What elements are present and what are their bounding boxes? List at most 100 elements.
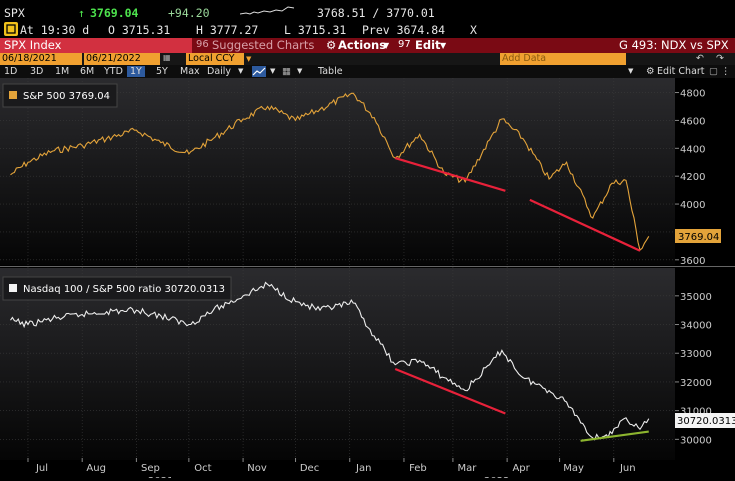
x-tick-label: Nov [247, 463, 267, 474]
date-bar: 06/18/2021 06/21/2022 ▦ Local CCY ▼ Add … [0, 53, 735, 65]
spx-legend-box [2, 83, 118, 108]
y-tick-label: 4000 [680, 200, 705, 211]
x-tick-label: Aug [86, 463, 106, 474]
red-trendline[interactable] [394, 157, 506, 192]
y-axis-bg [675, 78, 735, 478]
y-tick-label: 3600 [680, 256, 705, 267]
x-tick-label: Oct [194, 463, 211, 474]
y-tick-label: 4800 [680, 89, 705, 100]
red-trendline[interactable] [394, 368, 506, 415]
pin-icon[interactable] [4, 22, 18, 36]
ratio-last-label: 30720.0313 [677, 416, 735, 427]
prev-close: Prev 3674.84 [362, 23, 446, 37]
period-1d[interactable]: 1D [4, 66, 18, 77]
x-tick-label: Jan [355, 463, 371, 474]
end-date-input[interactable]: 06/21/2022 [84, 53, 160, 65]
chevron-down-icon: ▼ [383, 41, 390, 50]
chevron-down-icon: ▼ [628, 67, 634, 75]
x-tick-label: May [563, 463, 584, 474]
spx-last-label: 3769.04 [678, 232, 719, 243]
low-price: L 3715.31 [284, 23, 347, 37]
actions-menu[interactable]: Actions [338, 38, 387, 52]
y-tick-label: 35000 [680, 292, 712, 303]
green-trendline[interactable] [580, 430, 649, 442]
up-arrow-icon: ↑ [78, 6, 85, 20]
period-ytd[interactable]: YTD [104, 66, 123, 77]
title-bar: SPX Index 96 Suggested Charts ⚙ Actions … [0, 38, 735, 53]
gear-icon: ⚙ [326, 38, 337, 52]
quote-status: At 19:30 d [20, 23, 90, 37]
start-date-input[interactable]: 06/18/2021 [0, 53, 82, 65]
bid-ask: 3768.51 / 3770.01 [317, 6, 435, 20]
quote-details: At 19:30 d O 3715.31 H 3777.27 L 3715.31… [0, 22, 735, 38]
chevron-down-icon: ▼ [246, 55, 252, 63]
period-max[interactable]: Max [180, 66, 200, 77]
edit-menu[interactable]: Edit [415, 38, 441, 52]
ratio-legend-box [2, 276, 232, 301]
chart-name: G 493: NDX vs SPX [619, 38, 729, 52]
y-tick-label: 34000 [680, 321, 712, 332]
x-tick-label: Jun [619, 463, 636, 474]
x-tick-label: Mar [457, 463, 477, 474]
suggested-num: 96 [196, 39, 209, 50]
x-tick-label: Jul [35, 463, 48, 474]
y-tick-label: 4600 [680, 116, 705, 127]
chevron-down-icon: ▼ [270, 67, 276, 75]
close-button[interactable]: X [470, 23, 477, 37]
gear-icon: ⚙ [646, 66, 655, 77]
x-tick-label: Apr [512, 463, 530, 474]
security-field[interactable] [0, 38, 192, 53]
spx-legend-swatch [9, 91, 17, 99]
add-data-input[interactable]: Add Data [500, 53, 626, 65]
price-change: +94.20 [168, 6, 210, 20]
x-tick-label: Feb [409, 463, 427, 474]
spx-series-line [10, 92, 650, 252]
spx-legend-text: S&P 500 3769.04 [23, 91, 110, 102]
edit-chart-button[interactable]: Edit Chart [657, 66, 705, 77]
chevron-down-icon: ▼ [238, 67, 244, 75]
chevron-down-icon: ▼ [297, 67, 303, 75]
ratio-series-line [10, 281, 650, 441]
table-button[interactable]: Table [318, 66, 343, 77]
period-bar: 1D 3D 1M 6M YTD 1Y 5Y Max Daily ▼ ▼ ▦ ▼ … [0, 65, 735, 78]
undo-icon[interactable]: ↶ [696, 53, 704, 64]
period-3d[interactable]: 3D [30, 66, 44, 77]
period-6m[interactable]: 6M [80, 66, 95, 77]
period-1m[interactable]: 1M [55, 66, 70, 77]
red-trendline[interactable] [529, 198, 641, 252]
x-tick-label: Dec [300, 463, 319, 474]
bar-chart-icon[interactable]: ▦ [282, 66, 291, 77]
quote-bar: SPX ↑ 3769.04 +94.20 3768.51 / 3770.01 [0, 0, 735, 22]
line-chart-icon[interactable] [252, 66, 266, 77]
x-tick-label: Sep [141, 463, 160, 474]
y-tick-label: 32000 [680, 378, 712, 389]
last-price: 3769.04 [90, 6, 139, 20]
period-1y[interactable]: 1Y [127, 66, 145, 77]
ticker[interactable]: SPX [4, 6, 25, 20]
y-tick-label: 30000 [680, 435, 712, 446]
zoom-icon[interactable]: ▢ [709, 66, 718, 77]
spx-last-label-bg [675, 229, 721, 243]
frequency-select[interactable]: Daily [207, 66, 232, 77]
edit-num: 97 [398, 39, 411, 50]
suggested-charts-menu[interactable]: Suggested Charts [212, 38, 315, 52]
more-icon[interactable]: ⋮ [721, 66, 731, 77]
y-tick-label: 4400 [680, 144, 705, 155]
chart-area: Jul Aug Sep Oct Nov Dec Jan Feb Mar Apr May Jun 3600… [0, 78, 735, 481]
ratio-legend-text: Nasdaq 100 / S&P 500 ratio 30720.0313 [23, 284, 225, 295]
spx-panel-bg [0, 78, 675, 265]
y-tick-label: 33000 [680, 349, 712, 360]
ratio-last-label-bg [675, 413, 735, 428]
calendar-icon[interactable]: ▦ [163, 53, 171, 62]
ratio-legend-swatch [9, 284, 17, 292]
chart-svg[interactable]: Jul Aug Sep Oct Nov Dec Jan Feb Mar Apr May Jun 3600… [0, 78, 735, 481]
open-price: O 3715.31 [108, 23, 171, 37]
high-price: H 3777.27 [196, 23, 259, 37]
sparkline-icon [239, 4, 295, 19]
security-name: SPX Index [4, 38, 62, 52]
currency-select[interactable]: Local CCY [186, 53, 244, 65]
redo-icon[interactable]: ↷ [716, 53, 724, 64]
chevron-down-icon: ▼ [440, 41, 447, 50]
y-tick-label: 31000 [680, 407, 712, 418]
period-5y[interactable]: 5Y [156, 66, 168, 77]
